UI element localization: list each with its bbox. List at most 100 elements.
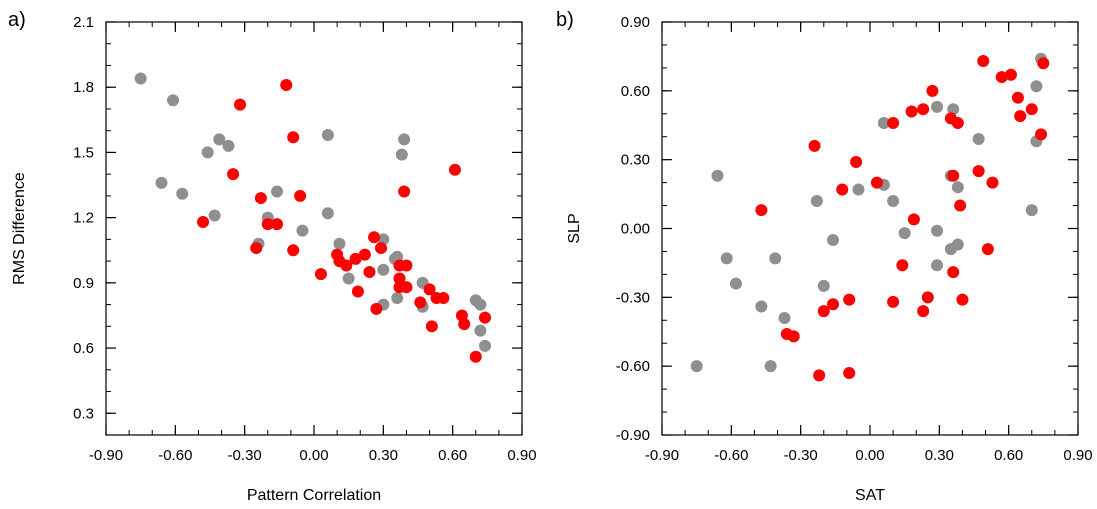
x-tick-label: 0.00 [855, 447, 884, 464]
data-point-red [250, 242, 263, 255]
data-point-red [995, 71, 1008, 84]
data-point-gray [898, 227, 911, 240]
series-gray [134, 72, 492, 352]
data-point-red [398, 185, 411, 198]
data-point-gray [951, 181, 964, 194]
y-tick-label: 1.2 [73, 210, 94, 227]
data-point-gray [947, 103, 960, 116]
x-tick-label: -0.30 [784, 447, 818, 464]
data-point-red [234, 98, 247, 111]
data-point-red [981, 243, 994, 256]
data-point-red [280, 79, 293, 92]
data-point-red [423, 283, 436, 296]
data-point-gray [479, 339, 492, 352]
data-point-gray [769, 252, 782, 265]
data-point-gray [1025, 204, 1038, 217]
y-axis-label: RMS Difference [11, 172, 28, 285]
data-point-red [287, 131, 300, 144]
x-tick-label: -0.90 [645, 447, 679, 464]
y-tick-label: 0.9 [73, 275, 94, 292]
data-point-red [870, 176, 883, 189]
data-point-red [850, 155, 863, 168]
panel-a: -0.90 -0.60 -0.30 0.00 0.30 0.60 0.90 0.3 0.6 0.9… [8, 9, 537, 504]
data-point-red [813, 369, 826, 382]
data-point-red [977, 55, 990, 68]
panel-b: -0.90 -0.60 -0.30 0.00 0.30 0.60 0.90 -0.90 -0.6… [556, 9, 1093, 504]
y-tick-label: 0.90 [621, 14, 650, 31]
data-point-gray [474, 324, 487, 337]
y-tick-label: -0.90 [616, 427, 650, 444]
data-point-gray [931, 224, 944, 237]
data-point-red [358, 248, 371, 261]
data-point-red [917, 103, 930, 116]
data-point-gray [222, 139, 235, 152]
data-point-red [917, 305, 930, 318]
data-point-gray [342, 272, 355, 285]
data-point-gray [720, 252, 733, 265]
x-axis-label: SAT [855, 487, 885, 504]
data-point-red [787, 330, 800, 343]
data-point-red [1014, 110, 1027, 123]
data-point-gray [391, 292, 404, 305]
plot-frame [661, 21, 1079, 436]
data-point-gray [176, 187, 189, 200]
x-tick-label: 0.90 [1063, 447, 1092, 464]
data-point-gray [755, 300, 768, 313]
x-tick-label: 0.60 [438, 447, 467, 464]
data-point-gray [690, 360, 703, 373]
data-point-red [1004, 68, 1017, 81]
data-point-red [836, 183, 849, 196]
data-point-red [827, 298, 840, 311]
data-point-red [905, 105, 918, 118]
y-tick-label: 0.3 [73, 405, 94, 422]
x-axis-label: Pattern Correlation [247, 487, 381, 504]
data-point-red [340, 259, 353, 272]
data-point-red [393, 272, 406, 285]
plot-frame [105, 21, 523, 436]
data-point-gray [377, 263, 390, 276]
data-point-gray [333, 237, 346, 250]
data-point-gray [852, 183, 865, 196]
data-point-red [294, 189, 307, 202]
data-point-red [331, 248, 344, 261]
data-point-red [887, 116, 900, 129]
data-point-red [926, 84, 939, 97]
series-gray [690, 52, 1048, 373]
data-point-red [479, 311, 492, 324]
data-point-red [1035, 128, 1048, 141]
y-axis-label: SLP [566, 213, 583, 243]
data-point-red [437, 292, 450, 305]
x-tick-label: -0.30 [228, 447, 262, 464]
data-point-red [986, 176, 999, 189]
data-point-red [843, 293, 856, 306]
data-point-red [368, 231, 381, 244]
data-point-gray [931, 100, 944, 113]
x-tick-label: -0.60 [714, 447, 748, 464]
data-point-gray [201, 146, 214, 159]
data-point-red [351, 285, 364, 298]
data-point-red [921, 291, 934, 304]
x-tick-label: -0.90 [89, 447, 123, 464]
y-tick-label: 0.00 [621, 221, 650, 238]
y-tick-label: -0.60 [616, 358, 650, 375]
data-point-red [370, 302, 383, 315]
data-point-red [1025, 103, 1038, 116]
data-point-gray [972, 133, 985, 146]
data-point-red [261, 218, 274, 231]
data-point-red [817, 305, 830, 318]
data-point-red [972, 165, 985, 178]
x-tick-label: 0.00 [299, 447, 328, 464]
data-point-gray [167, 94, 180, 107]
x-tick-label: 0.60 [994, 447, 1023, 464]
series-red [197, 79, 492, 363]
data-point-red [907, 213, 920, 226]
data-point-red [425, 320, 438, 333]
data-point-gray [711, 169, 724, 182]
panel-label: a) [8, 9, 26, 31]
data-point-red [227, 168, 240, 181]
data-point-red [956, 293, 969, 306]
data-point-gray [931, 259, 944, 272]
data-point-red [947, 266, 960, 279]
data-point-red [400, 259, 413, 272]
data-point-gray [296, 224, 309, 237]
